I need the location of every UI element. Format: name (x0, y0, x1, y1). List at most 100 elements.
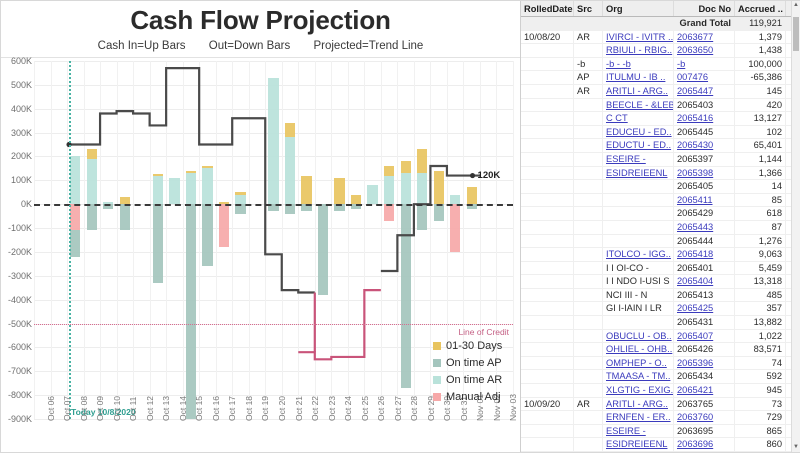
cell-org-link[interactable]: ESIDREIEENL (606, 439, 668, 450)
cell-org-link[interactable]: ITOLCO - IGG.. (606, 249, 671, 260)
cell-org-link[interactable]: ITULMU - IB .. (606, 72, 666, 83)
cell-org[interactable]: BEECLE - &LEB (602, 98, 674, 113)
cell-docno-link[interactable]: -b (677, 58, 686, 69)
cell-docno[interactable]: 2065396 (673, 356, 735, 371)
cell-org[interactable]: OBUCLU - OB.. (602, 329, 674, 344)
bar-segment[interactable] (384, 204, 395, 221)
bar-segment[interactable] (235, 192, 246, 195)
cell-docno-link[interactable]: 2065418 (677, 249, 714, 260)
bar-segment[interactable] (433, 204, 444, 221)
cell-org[interactable]: ARITLI - ARG.. (602, 84, 674, 99)
table-row[interactable]: ESIDREIEENL2063696860860 (521, 437, 800, 452)
bar-segment[interactable] (417, 173, 428, 205)
cell-docno-link[interactable]: 2065416 (677, 113, 714, 124)
column-header-org[interactable]: Org (602, 1, 674, 17)
table-row[interactable]: EDUCEU - ED..2065445102102 (521, 125, 800, 140)
cell-org[interactable]: IVIRCI - IVITR .. (602, 30, 674, 45)
bar-segment[interactable] (400, 204, 411, 388)
scroll-up-arrow[interactable]: ▲ (793, 2, 799, 8)
cell-docno[interactable]: 2065418 (673, 247, 735, 262)
bar-segment[interactable] (466, 204, 477, 209)
cell-docno-link[interactable]: 2063760 (677, 412, 714, 423)
cell-org[interactable]: ERNFEN - ER.. (602, 410, 674, 425)
table-row[interactable]: ERNFEN - ER..2063760729729 (521, 410, 800, 425)
cell-docno-link[interactable]: 2065443 (677, 221, 714, 232)
legend-item[interactable]: 01-30 Days (433, 337, 502, 354)
cell-org[interactable]: ARITLI - ARG.. (602, 397, 674, 412)
cell-org-link[interactable]: BEECLE - &LEB (606, 99, 674, 110)
cell-org[interactable]: TMAASA - TM.. (602, 369, 674, 385)
bar-segment[interactable] (103, 201, 114, 205)
cell-docno[interactable]: 2063650 (673, 43, 735, 58)
cell-org[interactable]: -b - -b (602, 57, 674, 72)
bar-segment[interactable] (152, 175, 163, 205)
scroll-thumb[interactable] (793, 17, 799, 51)
cell-docno-link[interactable]: 2065421 (677, 385, 714, 396)
bar-segment[interactable] (268, 77, 279, 205)
bar-segment[interactable] (202, 204, 213, 267)
bar-segment[interactable] (466, 187, 477, 205)
cell-docno-link[interactable]: 2063677 (677, 31, 714, 42)
table-row[interactable]: 20654118585 (521, 193, 800, 208)
bar-segment[interactable] (450, 194, 461, 205)
cell-docno[interactable]: 007476 (673, 70, 735, 85)
cell-docno[interactable]: 2065411 (673, 193, 735, 208)
legend-item[interactable]: On time AP (433, 354, 502, 371)
cell-org[interactable]: XLGTIG - EXIG.. (602, 383, 674, 398)
cell-docno[interactable]: 2065404 (673, 274, 735, 289)
bar-segment[interactable] (152, 173, 163, 176)
cell-docno[interactable]: 2063760 (673, 410, 735, 425)
bar-segment[interactable] (185, 204, 197, 419)
cell-org-link[interactable]: OHLIEL - OHB.. (606, 344, 673, 355)
cell-org[interactable]: ESEIRE - (602, 424, 674, 439)
bar-segment[interactable] (367, 185, 378, 205)
bar-segment[interactable] (70, 156, 81, 205)
table-row[interactable]: TMAASA - TM..2065434592592 (521, 369, 800, 385)
bar-segment[interactable] (433, 170, 444, 205)
bar-segment[interactable] (169, 177, 180, 205)
table-row[interactable]: 2063697218218 (521, 451, 800, 452)
table-row[interactable]: OMPHEP - O..20653967474 (521, 356, 800, 371)
table-scrollbar[interactable]: ▲ ▼ (791, 1, 800, 452)
cell-docno-link[interactable]: 2065425 (677, 303, 714, 314)
cell-docno[interactable]: 2065430 (673, 138, 735, 153)
cell-org-link[interactable]: -b - -b (606, 58, 631, 69)
cell-docno-link[interactable]: 2065447 (677, 85, 714, 96)
cell-org[interactable]: ESIDREIEENL (602, 166, 674, 181)
bar-segment[interactable] (384, 166, 395, 176)
cell-org[interactable]: ITULMU - IB .. (602, 70, 674, 85)
cell-org[interactable]: OMPHEP - O.. (602, 356, 674, 371)
column-header-docno[interactable]: Doc No (673, 1, 735, 17)
bar-segment[interactable] (86, 149, 97, 159)
bar-segment[interactable] (284, 204, 296, 214)
bar-segment[interactable] (70, 230, 81, 257)
cell-docno[interactable]: 2065407 (673, 329, 735, 344)
cell-org-link[interactable]: RBIULI - RBIG.. (606, 45, 673, 56)
bar-segment[interactable] (235, 204, 246, 214)
bar-segment[interactable] (119, 197, 130, 205)
bar-segment[interactable] (350, 204, 362, 209)
bar-segment[interactable] (284, 123, 296, 138)
cell-org-link[interactable]: TMAASA - TM.. (606, 371, 671, 382)
bar-segment[interactable] (334, 204, 345, 212)
cell-docno[interactable]: 2065443 (673, 220, 735, 235)
column-header-src[interactable]: Src (573, 1, 603, 17)
cell-org-link[interactable]: ESEIRE - (606, 425, 646, 436)
bar-segment[interactable] (86, 158, 97, 205)
bar-segment[interactable] (400, 173, 411, 205)
bar-segment[interactable] (284, 137, 296, 205)
cell-org-link[interactable]: EDUCTU - ED.. (606, 140, 672, 151)
cell-docno[interactable]: -b (673, 57, 735, 72)
cell-docno-link[interactable]: 2065411 (677, 194, 713, 205)
bar-segment[interactable] (185, 170, 197, 174)
